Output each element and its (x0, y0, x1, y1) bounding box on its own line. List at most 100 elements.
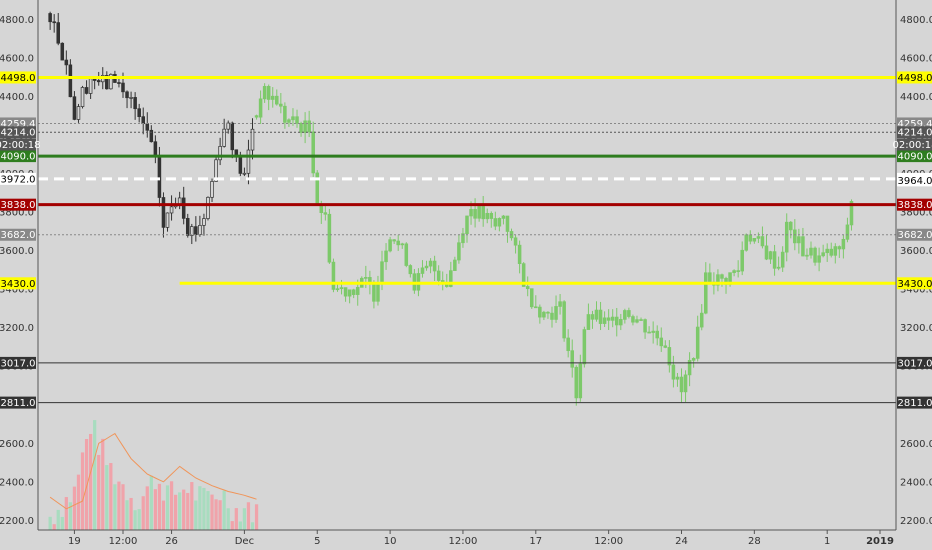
candle (623, 308, 627, 324)
candle-body (121, 82, 125, 93)
candle-body (364, 277, 368, 279)
candle (279, 92, 283, 114)
volume-bar (230, 521, 234, 530)
candle-body (720, 274, 724, 279)
price-tag: 4090.0 (0, 150, 36, 163)
candles-layer (48, 11, 854, 406)
volume-bar (226, 508, 230, 530)
candle-body (157, 155, 162, 198)
price-tag: 4498.0 (0, 71, 36, 84)
volume-bar (113, 484, 117, 530)
candle (424, 260, 429, 271)
candle (295, 109, 299, 128)
candle-body (675, 376, 680, 380)
price-tag: 3838.0 (0, 198, 36, 211)
price-tag: 3017.0 (897, 356, 932, 369)
candle (64, 50, 69, 75)
y-tick-label-left: 4400.0 (0, 92, 34, 103)
candle (546, 311, 550, 319)
volume-bar (202, 487, 206, 530)
candle-body (198, 225, 202, 235)
candle (117, 77, 121, 88)
candle (270, 87, 275, 108)
candle-body (96, 80, 101, 83)
candle-body (428, 260, 433, 267)
candle-body (845, 224, 850, 240)
candle (262, 83, 267, 103)
candle-body (493, 218, 498, 227)
candle-body (542, 311, 546, 318)
volume-bar (88, 433, 93, 530)
price-tag-label: 3682.0 (1, 230, 36, 241)
candle (453, 256, 457, 271)
volume-bar (68, 502, 72, 530)
candle-body (655, 330, 659, 339)
candle (610, 309, 615, 328)
price-tag-label: 3017.0 (1, 358, 36, 369)
volume-bar (80, 452, 85, 530)
price-tag-bg (0, 228, 36, 241)
candle (388, 236, 392, 253)
candle-body (546, 311, 550, 314)
volume-bar (141, 496, 145, 530)
candle (428, 258, 433, 274)
candle-body (554, 306, 558, 320)
candle-body (254, 115, 259, 118)
candle-body (473, 209, 477, 219)
candle-body (602, 317, 607, 324)
volume-bar (76, 474, 81, 530)
candle (246, 139, 251, 185)
candle-body (513, 237, 518, 246)
candle-body (635, 319, 639, 323)
candle (408, 264, 413, 278)
candle (776, 256, 781, 271)
candle (764, 234, 769, 261)
candle-body (335, 288, 340, 291)
candle (845, 217, 850, 243)
candle-body (133, 97, 137, 110)
volume-bar (84, 439, 89, 530)
x-tick-label: 12:00 (109, 536, 138, 547)
volume-bar (145, 486, 149, 530)
candle (291, 108, 295, 126)
candle-body (651, 330, 655, 333)
candle-body (238, 155, 243, 174)
x-tick-label: 1 (824, 536, 830, 547)
price-tag: 02:00:18 (0, 138, 40, 151)
candle-body (145, 123, 150, 131)
candle-body (331, 261, 336, 290)
candle-body (740, 249, 744, 272)
candle-body (574, 366, 579, 399)
candle-body (691, 358, 696, 361)
x-tick-label: 24 (675, 536, 688, 547)
volume-bar (56, 509, 60, 530)
candle (716, 269, 720, 292)
price-tag-bg (0, 150, 36, 163)
candle-body (311, 131, 315, 174)
candle-body (165, 212, 170, 228)
volume-bar (109, 463, 113, 530)
candle-body (432, 260, 437, 272)
candle-body (748, 234, 753, 242)
candle-body (327, 213, 332, 263)
candle-body (647, 331, 651, 334)
candle-body (837, 246, 842, 250)
candle (72, 91, 77, 121)
price-tag: 3017.0 (0, 356, 36, 369)
candle-body (246, 149, 251, 174)
candle-body (525, 286, 530, 290)
candle-body (610, 316, 615, 321)
volume-bar (133, 510, 137, 530)
candle-body (809, 247, 813, 256)
levels-layer (38, 75, 896, 404)
candle-body (534, 306, 538, 309)
candle (784, 213, 789, 262)
candle-body (606, 317, 611, 321)
candle (789, 221, 793, 239)
candle (655, 325, 659, 346)
price-tag-bg (897, 198, 932, 211)
price-tag: 2811.0 (0, 396, 36, 409)
volume-bar (210, 494, 214, 530)
candle-body (117, 82, 121, 84)
